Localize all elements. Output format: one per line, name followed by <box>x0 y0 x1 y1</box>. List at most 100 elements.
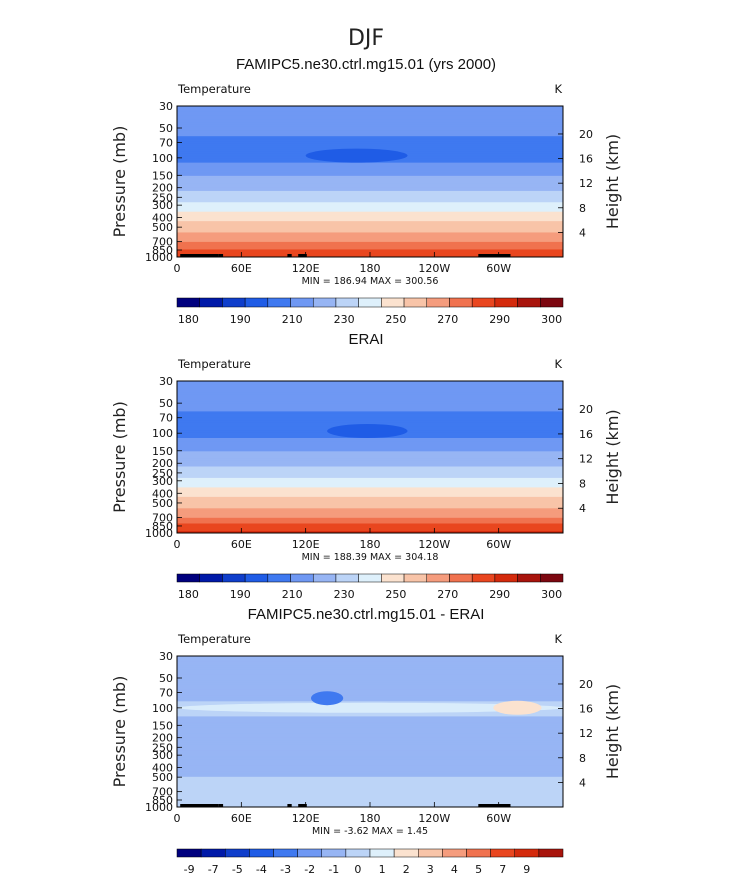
colorbar-box <box>369 848 395 858</box>
x-tick-label: 180 <box>360 262 381 275</box>
contour-band <box>177 689 563 693</box>
contour-band <box>177 763 563 767</box>
contour-band <box>177 786 563 789</box>
height-tick-label: 20 <box>579 403 593 416</box>
contour-band <box>177 413 563 416</box>
colorbar-label: 250 <box>385 588 406 601</box>
colorbar-box <box>517 573 541 583</box>
contour-band <box>177 438 563 441</box>
x-tick-label: 60E <box>231 538 252 551</box>
contour-band <box>177 109 563 113</box>
contour-band <box>177 226 563 230</box>
height-tick-label: 4 <box>579 226 586 239</box>
contour-band <box>177 727 563 731</box>
panel-title: ERAI <box>348 331 383 348</box>
contour-band <box>177 249 563 252</box>
contour-band <box>177 669 563 672</box>
colorbar-box <box>176 848 202 858</box>
colorbar-box <box>290 573 314 583</box>
y-tick-label: 70 <box>159 136 173 149</box>
contour-band <box>177 405 563 409</box>
contour-band <box>177 417 563 420</box>
contour-band <box>177 735 563 738</box>
y-tick-label: 400 <box>152 487 173 500</box>
height-tick-label: 20 <box>579 128 593 141</box>
contour-band <box>177 234 563 237</box>
min-max-stats: MIN = 186.94 MAX = 300.56 <box>302 276 439 287</box>
x-tick-label: 120W <box>418 262 450 275</box>
contour-band <box>177 458 563 462</box>
contour-band <box>177 740 563 744</box>
contour-band <box>177 122 563 126</box>
contour-band <box>177 472 563 475</box>
terrain-block <box>287 254 292 257</box>
colorbar-label: -4 <box>256 863 267 876</box>
colorbar-label: 270 <box>437 588 458 601</box>
terrain-block <box>298 254 307 257</box>
x-tick-label: 120W <box>418 812 450 825</box>
contour-band <box>177 663 563 667</box>
colorbar-label: -3 <box>280 863 291 876</box>
terrain-block <box>180 254 207 257</box>
y-tick-label: 30 <box>159 650 173 663</box>
contour-band <box>177 799 563 802</box>
contour-band <box>177 390 563 393</box>
y-tick-label: 30 <box>159 100 173 113</box>
colorbar-box <box>312 573 337 583</box>
colorbar-box <box>540 573 564 583</box>
contour-band <box>177 479 563 483</box>
contour-band <box>177 729 563 733</box>
contour-band <box>177 213 563 217</box>
colorbar: 180 190 210 230 250 270 290 300 <box>176 573 564 601</box>
contour-band <box>177 495 563 498</box>
contour-band <box>177 175 563 179</box>
contour-band <box>177 173 563 177</box>
contour-band <box>177 223 563 226</box>
height-tick-label: 20 <box>579 678 593 691</box>
contour-band <box>177 196 563 200</box>
colorbar-box <box>290 297 314 308</box>
contour-band <box>177 720 563 723</box>
y-tick-label: 150 <box>152 719 173 732</box>
contour-band <box>177 243 563 247</box>
y-tick-label: 300 <box>152 749 173 762</box>
contour-band <box>177 128 563 132</box>
contour-band <box>177 177 563 181</box>
contour-band <box>177 464 563 468</box>
y-tick-label: 700 <box>152 786 173 799</box>
variable-label: Temperature <box>177 82 251 96</box>
contour-band <box>177 121 563 124</box>
contour-band <box>177 487 563 490</box>
contour-band <box>177 138 563 141</box>
x-tick-label: 120E <box>292 812 320 825</box>
colorbar-box <box>335 297 359 308</box>
contour-band <box>177 731 563 734</box>
colorbar-label: -1 <box>328 863 339 876</box>
contour-band <box>177 245 563 249</box>
colorbar-label: 180 <box>178 313 199 326</box>
colorbar-box <box>540 297 564 308</box>
colorbar-label: 1 <box>379 863 386 876</box>
contour-band <box>177 739 563 742</box>
contour-band <box>177 496 563 500</box>
height-tick-label: 12 <box>579 453 593 466</box>
contour-band <box>177 733 563 736</box>
contour-band <box>177 166 563 169</box>
contour-band <box>177 752 563 755</box>
colorbar-box <box>381 297 405 308</box>
contour-feature <box>177 702 563 713</box>
terrain-block <box>218 254 224 257</box>
colorbar-box <box>403 573 428 583</box>
contour-band <box>177 132 563 135</box>
contour-band <box>177 780 563 784</box>
colorbar-box <box>449 297 473 308</box>
contour-band <box>177 674 563 678</box>
colorbar-label: -9 <box>184 863 195 876</box>
contour-band <box>177 136 563 139</box>
colorbar-box <box>345 848 371 858</box>
x-tick-label: 180 <box>360 538 381 551</box>
contour-band <box>177 168 563 171</box>
terrain-block <box>298 804 307 807</box>
colorbar-label: 300 <box>541 313 562 326</box>
contour-band <box>177 164 563 167</box>
